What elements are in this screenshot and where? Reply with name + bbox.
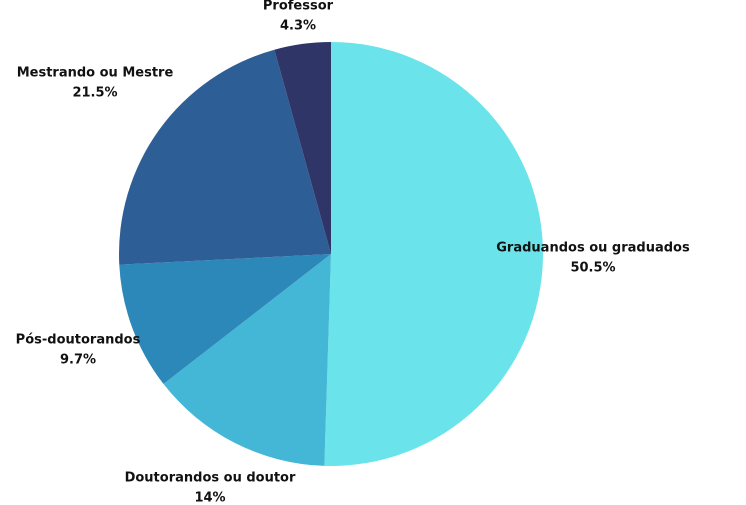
slice-label: Doutorandos ou doutor (125, 471, 296, 486)
pie-slice (119, 49, 332, 265)
pie-slice (163, 254, 331, 466)
slice-label: Mestrando ou Mestre (17, 66, 174, 81)
pie-slice (119, 254, 332, 384)
slice-value-label: 9.7% (60, 353, 96, 368)
pie-slice (324, 41, 544, 467)
slice-value-label: 50.5% (570, 261, 615, 276)
slice-value-label: 21.5% (72, 86, 117, 101)
pie-slice (274, 42, 331, 254)
slice-value-label: 4.3% (280, 19, 316, 34)
slice-label: Pós-doutorandos (16, 333, 141, 348)
slice-label: Professor (263, 0, 334, 14)
slice-label: Graduandos ou graduados (496, 241, 690, 256)
slice-value-label: 14% (194, 491, 225, 505)
